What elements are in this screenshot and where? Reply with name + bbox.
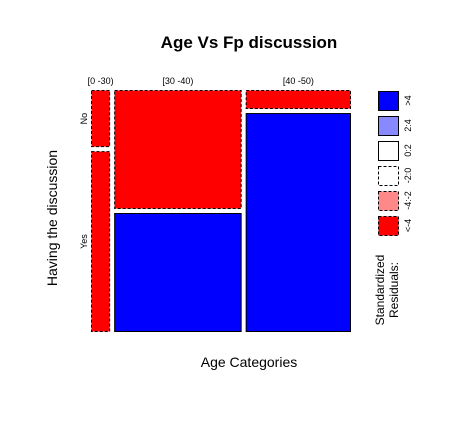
column-tick-0-30: [0 -30) (88, 76, 114, 86)
x-axis-label: Age Categories (201, 354, 298, 370)
legend-label-0: >4 (403, 95, 413, 105)
legend-swatch-2 (378, 141, 399, 161)
legend-swatch-3 (378, 166, 399, 186)
legend-title-line-2: Residuals: (387, 262, 401, 318)
column-tick-30-40: [30 -40) (162, 76, 193, 86)
legend-label-5: <-4 (403, 219, 413, 232)
tile-40-50-no (245, 90, 351, 110)
legend: >4 2:4 0:2 -2:0 -4:-2 <-4 (378, 91, 413, 236)
legend-label-3: -2:0 (403, 168, 413, 184)
tile-40-50-yes (245, 113, 351, 333)
legend-label-2: 0:2 (403, 144, 413, 157)
column-tick-labels: [0 -30) [30 -40) [40 -50) (88, 76, 314, 86)
y-axis-label: Having the discussion (44, 150, 60, 286)
row-tick-labels: No Yes (79, 113, 89, 249)
row-tick-no: No (79, 113, 89, 125)
legend-swatch-0 (378, 91, 399, 111)
chart-title: Age Vs Fp discussion (161, 33, 338, 52)
legend-label-4: -4:-2 (403, 191, 413, 210)
row-tick-yes: Yes (79, 234, 89, 249)
tile-30-40-no (114, 90, 242, 209)
legend-title-line-1: Standardized (373, 255, 387, 326)
tile-0-30-yes (91, 151, 111, 332)
legend-swatch-4 (378, 191, 399, 211)
legend-swatch-5 (378, 216, 399, 236)
legend-swatch-1 (378, 116, 399, 136)
mosaic-tiles (91, 90, 351, 333)
legend-label-1: 2:4 (403, 119, 413, 132)
column-tick-40-50: [40 -50) (283, 76, 314, 86)
tile-30-40-yes (114, 213, 242, 332)
tile-0-30-no (91, 90, 111, 148)
